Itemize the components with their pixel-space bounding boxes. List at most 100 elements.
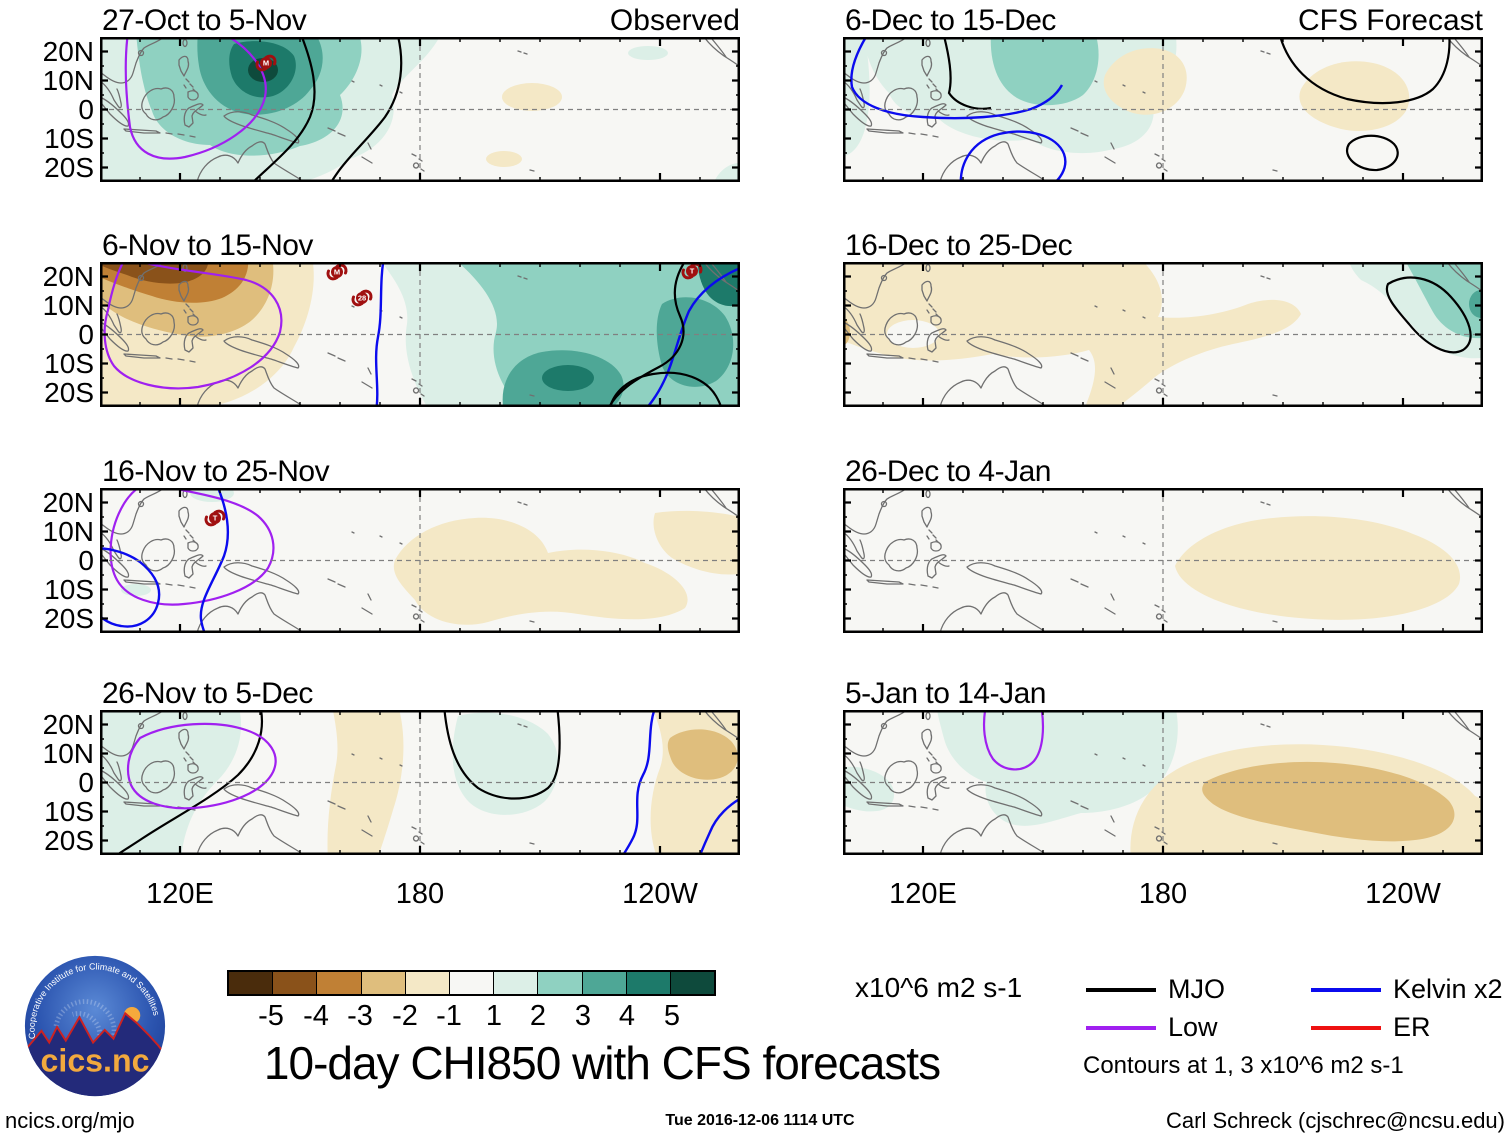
map-obs-1: M <box>100 37 740 182</box>
svg-text:T: T <box>690 267 695 276</box>
colorbar-units: x10^6 m2 s-1 <box>855 972 1023 1003</box>
lon-label: 120E <box>146 878 214 910</box>
wave-contours <box>1385 276 1472 354</box>
lat-label: 20N <box>42 35 94 67</box>
map-fcst-2 <box>843 262 1483 407</box>
mountains <box>24 1013 166 1097</box>
colorbar-label: 5 <box>663 1000 681 1032</box>
anomaly-fills <box>1175 516 1461 620</box>
column-label-observed: Observed <box>609 4 740 37</box>
map-panel-fcst-3 <box>843 488 1483 633</box>
svg-text:M: M <box>334 268 340 277</box>
lon-label: 120E <box>889 878 957 910</box>
colorbar-label: 3 <box>574 1000 592 1032</box>
colorbar-cell <box>537 972 582 994</box>
colorbar-label: 2 <box>529 1000 547 1032</box>
lat-label: 20S <box>44 602 94 634</box>
lat-label: 0 <box>78 318 94 350</box>
panel-title: 16-Nov to 25-Nov <box>102 455 330 488</box>
colorbar-cell <box>404 972 449 994</box>
storm-marker: M <box>255 54 277 72</box>
svg-text:T: T <box>213 514 218 523</box>
lat-label: 10S <box>44 795 94 827</box>
anomaly-fills <box>843 710 1483 855</box>
lat-label: 10N <box>42 289 94 321</box>
legend-line-mjo <box>1086 988 1156 992</box>
contour-note: Contours at 1, 3 x10^6 m2 s-1 <box>1083 1052 1404 1079</box>
lat-label: 10S <box>44 347 94 379</box>
panel-title: 26-Nov to 5-Dec <box>102 677 313 710</box>
colorbar <box>227 970 716 996</box>
map-obs-4 <box>100 710 740 855</box>
site-url: ncics.org/mjo <box>5 1108 135 1133</box>
legend-line-low <box>1086 1026 1156 1030</box>
map-fcst-1 <box>843 37 1483 182</box>
colorbar-cell <box>669 972 715 994</box>
colorbar-label: 1 <box>485 1000 503 1032</box>
lat-label: 10N <box>42 64 94 96</box>
lat-label: 0 <box>78 93 94 125</box>
legend-label-kelvin: Kelvin x2 <box>1393 974 1503 1004</box>
colorbar-cell <box>272 972 317 994</box>
lon-label: 180 <box>1138 878 1188 910</box>
map-panel-obs-4 <box>100 710 740 855</box>
panel-title: 26-Dec to 4-Jan <box>845 455 1051 488</box>
lon-label: 120W <box>622 878 698 910</box>
map-fcst-3 <box>843 488 1483 633</box>
lat-label: 20N <box>42 486 94 518</box>
storm-marker: 28 <box>351 289 373 307</box>
wave-contours <box>103 262 740 407</box>
wave-contours <box>100 488 275 633</box>
map-panel-obs-1: M <box>100 37 740 182</box>
map-fcst-4 <box>843 710 1483 855</box>
colorbar-cell <box>581 972 626 994</box>
lon-label: 120W <box>1365 878 1441 910</box>
map-panel-fcst-4 <box>843 710 1483 855</box>
lat-label: 10S <box>44 573 94 605</box>
lon-label: 180 <box>395 878 445 910</box>
colorbar-cell <box>493 972 538 994</box>
colorbar-label: -4 <box>303 1000 329 1032</box>
mountain-ridge <box>24 1011 166 1055</box>
map-panel-obs-3: T <box>100 488 740 633</box>
lat-label: 10S <box>44 122 94 154</box>
map-panel-fcst-1 <box>843 37 1483 182</box>
map-panel-obs-2: M 28 T <box>100 262 740 407</box>
svg-text:M: M <box>263 59 269 68</box>
colorbar-cell <box>229 972 273 994</box>
legend-label-er: ER <box>1393 1012 1431 1042</box>
lat-label: 0 <box>78 544 94 576</box>
lat-label: 20S <box>44 151 94 183</box>
colorbar-label: 4 <box>618 1000 636 1032</box>
colorbar-cell <box>448 972 494 994</box>
panel-title: 5-Jan to 14-Jan <box>845 677 1046 710</box>
colorbar-label: -3 <box>347 1000 373 1032</box>
storm-marker: T <box>204 509 226 527</box>
storm-marker: M <box>326 263 348 281</box>
colorbar-label: -2 <box>392 1000 418 1032</box>
colorbar-label: -1 <box>436 1000 462 1032</box>
colorbar-cell <box>360 972 405 994</box>
map-panel-fcst-2 <box>843 262 1483 407</box>
panel-title: 6-Dec to 15-Dec <box>845 4 1056 37</box>
panel-title: 6-Nov to 15-Nov <box>102 229 313 262</box>
lat-label: 20N <box>42 708 94 740</box>
lat-label: 20S <box>44 824 94 856</box>
column-label-forecast: CFS Forecast <box>1297 4 1483 37</box>
anomaly-fills <box>843 37 1410 157</box>
colorbar-cell <box>316 972 361 994</box>
colorbar-cell <box>625 972 670 994</box>
map-obs-2: M 28 T <box>100 262 740 407</box>
figure-title: 10-day CHI850 with CFS forecasts <box>263 1037 941 1089</box>
panel-title: 16-Dec to 25-Dec <box>845 229 1073 262</box>
wave-contours <box>982 710 1045 771</box>
legend-label-low: Low <box>1168 1012 1218 1042</box>
lat-label: 10N <box>42 737 94 769</box>
lat-label: 20N <box>42 260 94 292</box>
svg-text:28: 28 <box>358 294 366 303</box>
storm-marker: T <box>681 262 703 280</box>
lat-label: 10N <box>42 515 94 547</box>
credit: Carl Schreck (cjschrec@ncsu.edu) <box>1166 1108 1505 1133</box>
panel-title: 27-Oct to 5-Nov <box>102 4 307 37</box>
